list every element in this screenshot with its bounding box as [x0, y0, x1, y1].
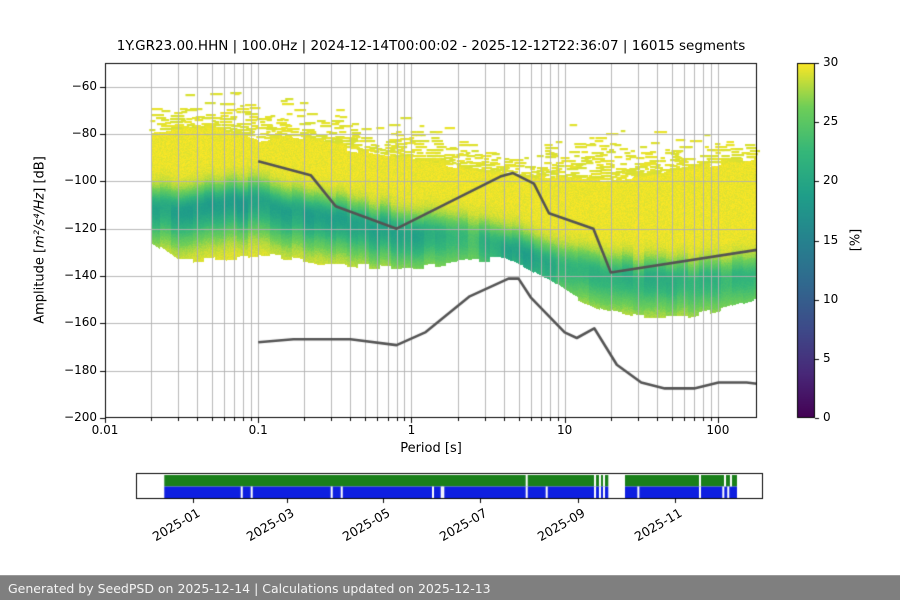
x-tick-label: 100: [706, 423, 730, 437]
y-axis-label-prefix: Amplitude [: [32, 247, 48, 324]
y-tick-label: −120: [64, 220, 97, 235]
footer-text: Generated by SeedPSD on 2025-12-14 | Cal…: [8, 580, 491, 596]
plot-title: 1Y.GR23.00.HHN | 100.0Hz | 2024-12-14T00…: [116, 38, 746, 54]
x-tick-label: 0.01: [91, 423, 119, 437]
colorbar-tick-label: 30: [823, 55, 839, 69]
colorbar-tick-label: 0: [823, 410, 831, 424]
colorbar-tick-label: 10: [823, 291, 839, 306]
y-tick-label: −60: [71, 78, 97, 93]
x-axis-label: Period [s]: [400, 441, 462, 456]
colorbar-tick-label: 25: [823, 114, 839, 129]
y-tick-label: −100: [64, 173, 97, 188]
y-tick-label: −160: [64, 315, 97, 330]
x-tick-label: 10: [557, 423, 573, 437]
y-axis-label: Amplitude [m²/s⁴/Hz] [dB]: [33, 156, 48, 324]
colorbar-tick-label: 5: [823, 350, 831, 365]
x-tick-label: 0.1: [248, 423, 268, 437]
y-tick-label: −80: [71, 126, 97, 140]
y-tick-label: −140: [64, 268, 97, 282]
y-axis-label-units: m²/s⁴/Hz: [32, 192, 48, 248]
y-axis-label-suffix: ] [dB]: [32, 156, 48, 193]
colorbar-tick-label: 20: [823, 173, 839, 188]
colorbar-tick-label: 15: [823, 232, 839, 247]
x-tick-label: 1: [407, 423, 416, 437]
colorbar-label: [%]: [848, 228, 864, 252]
footer-bar: Generated by SeedPSD on 2025-12-14 | Cal…: [0, 575, 900, 600]
y-tick-label: −200: [64, 410, 97, 424]
y-tick-label: −180: [64, 362, 97, 377]
